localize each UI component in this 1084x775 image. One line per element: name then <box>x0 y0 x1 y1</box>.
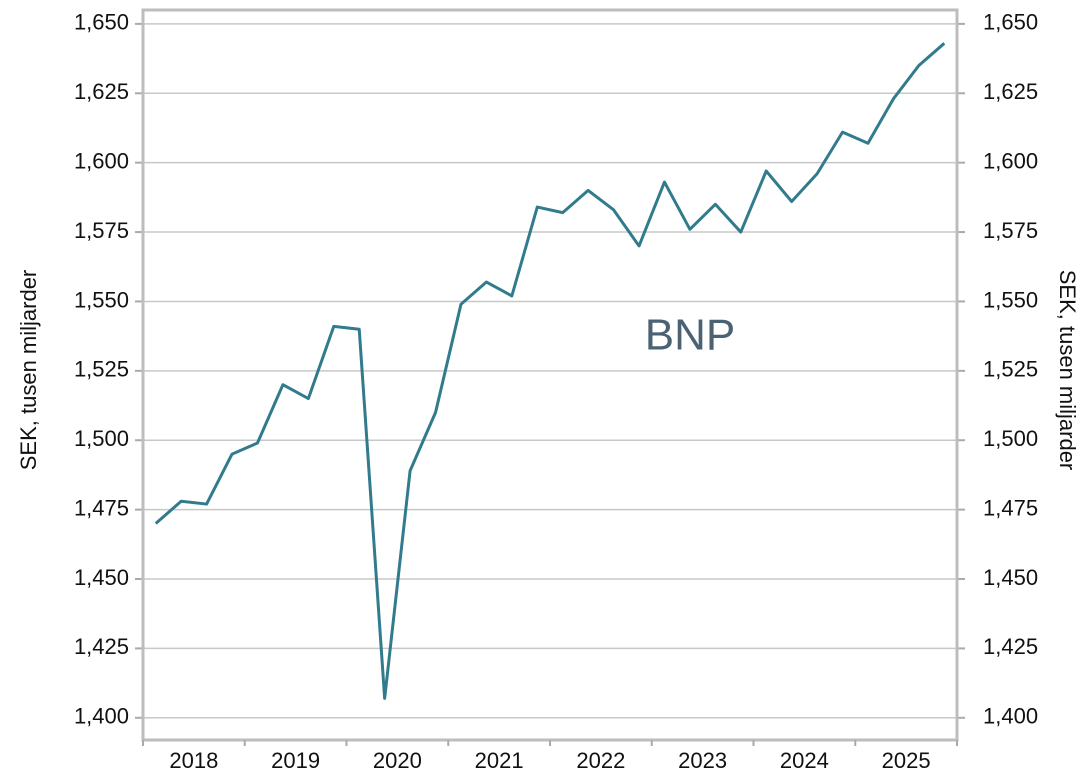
y-tick-label: 1,625 <box>74 79 129 104</box>
y2-tick-label: 1,575 <box>983 218 1038 243</box>
y-tick-label: 1,500 <box>74 426 129 451</box>
y2-tick-label: 1,500 <box>983 426 1038 451</box>
y-axis-label: SEK, tusen miljarder <box>16 270 41 471</box>
x-tick-label: 2018 <box>169 748 218 773</box>
y2-axis-label: SEK, tusen miljarder <box>1055 270 1080 471</box>
y-tick-label: 1,650 <box>74 10 129 35</box>
x-tick-label: 2025 <box>882 748 931 773</box>
y-tick-label: 1,475 <box>74 495 129 520</box>
x-tick-label: 2022 <box>576 748 625 773</box>
annotation: BNP <box>645 311 735 360</box>
y2-tick-label: 1,550 <box>983 287 1038 312</box>
y-tick-label: 1,550 <box>74 287 129 312</box>
y2-tick-label: 1,625 <box>983 79 1038 104</box>
x-tick-label: 2021 <box>475 748 524 773</box>
x-tick-label: 2019 <box>271 748 320 773</box>
y2-tick-label: 1,400 <box>983 704 1038 729</box>
y-tick-label: 1,600 <box>74 148 129 173</box>
x-tick-label: 2023 <box>678 748 727 773</box>
x-tick-label: 2020 <box>373 748 422 773</box>
y2-tick-label: 1,525 <box>983 357 1038 382</box>
y2-tick-label: 1,475 <box>983 495 1038 520</box>
plot-frame <box>141 8 959 742</box>
y2-tick-label: 1,450 <box>983 565 1038 590</box>
data-line <box>154 42 946 700</box>
y2-tick-label: 1,425 <box>983 634 1038 659</box>
y-tick-label: 1,525 <box>74 357 129 382</box>
y2-tick-label: 1,650 <box>983 10 1038 35</box>
x-tick-label: 2024 <box>780 748 829 773</box>
y2-tick-label: 1,600 <box>983 148 1038 173</box>
y-tick-label: 1,425 <box>74 634 129 659</box>
y-tick-label: 1,400 <box>74 704 129 729</box>
y-tick-label: 1,575 <box>74 218 129 243</box>
y-tick-label: 1,450 <box>74 565 129 590</box>
